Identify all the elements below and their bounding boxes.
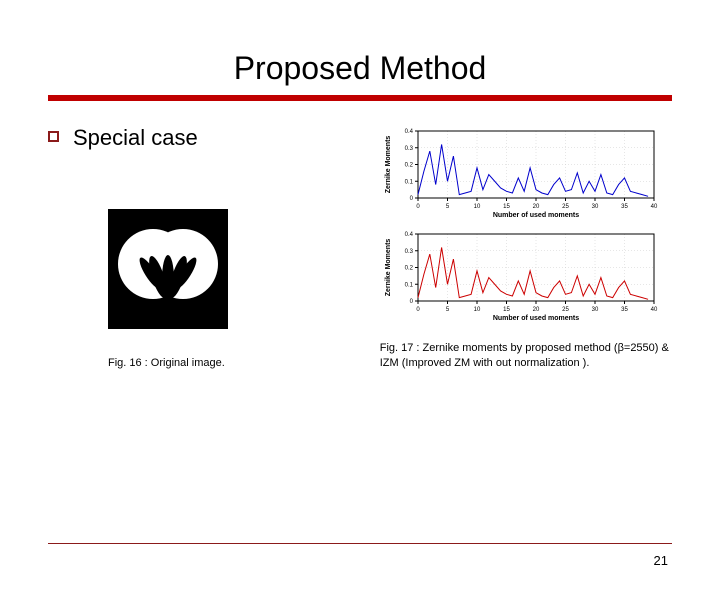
svg-text:5: 5 (446, 204, 450, 210)
square-bullet-icon (48, 131, 59, 142)
svg-text:0.1: 0.1 (404, 282, 413, 288)
svg-text:0: 0 (409, 196, 413, 202)
left-column: Special case (48, 125, 360, 371)
svg-text:0.3: 0.3 (404, 249, 413, 255)
svg-text:10: 10 (473, 204, 480, 210)
svg-text:0.4: 0.4 (404, 129, 413, 135)
svg-text:Zernike Moments: Zernike Moments (385, 239, 392, 297)
content-area: Special case (0, 125, 720, 371)
page-number: 21 (654, 553, 668, 568)
svg-text:0: 0 (409, 299, 413, 305)
svg-text:Number of used moments: Number of used moments (493, 315, 579, 322)
svg-text:40: 40 (650, 204, 657, 210)
svg-text:40: 40 (650, 307, 657, 313)
svg-text:35: 35 (621, 307, 628, 313)
svg-text:0.3: 0.3 (404, 146, 413, 152)
svg-text:0.2: 0.2 (404, 266, 413, 272)
figure-17-bottom-chart: 0 5 10 15 20 25 30 35 40 0 0.1 0.2 0.3 0.4 Number of u… (380, 228, 660, 323)
svg-text:20: 20 (532, 307, 539, 313)
svg-text:Zernike Moments: Zernike Moments (385, 136, 392, 194)
svg-text:25: 25 (562, 307, 569, 313)
figure-16: Fig. 16 : Original image. (108, 209, 360, 369)
svg-text:30: 30 (591, 204, 598, 210)
svg-text:25: 25 (562, 204, 569, 210)
svg-text:5: 5 (446, 307, 450, 313)
svg-text:20: 20 (532, 204, 539, 210)
slide-title: Proposed Method (0, 50, 720, 87)
right-column: 0 5 10 15 20 25 30 35 40 0 0.1 0.2 0.3 0.4 Number of u… (380, 125, 672, 371)
svg-text:0: 0 (416, 204, 420, 210)
title-underline (48, 95, 672, 101)
svg-text:Number of used moments: Number of used moments (493, 212, 579, 219)
svg-text:0.1: 0.1 (404, 179, 413, 185)
svg-text:0: 0 (416, 307, 420, 313)
bullet-item: Special case (48, 125, 360, 151)
footer-rule (48, 543, 672, 545)
svg-text:15: 15 (503, 307, 510, 313)
figure-17-caption: Fig. 17 : Zernike moments by proposed me… (380, 341, 672, 371)
bullet-text: Special case (73, 125, 198, 151)
figure-16-image (108, 209, 228, 329)
svg-text:0.4: 0.4 (404, 232, 413, 238)
svg-text:0.2: 0.2 (404, 163, 413, 169)
figure-16-caption: Fig. 16 : Original image. (108, 357, 360, 369)
svg-text:35: 35 (621, 204, 628, 210)
figure-17-top-chart: 0 5 10 15 20 25 30 35 40 0 0.1 0.2 0.3 0.4 Number of u… (380, 125, 660, 220)
svg-text:15: 15 (503, 204, 510, 210)
svg-text:10: 10 (473, 307, 480, 313)
svg-text:30: 30 (591, 307, 598, 313)
